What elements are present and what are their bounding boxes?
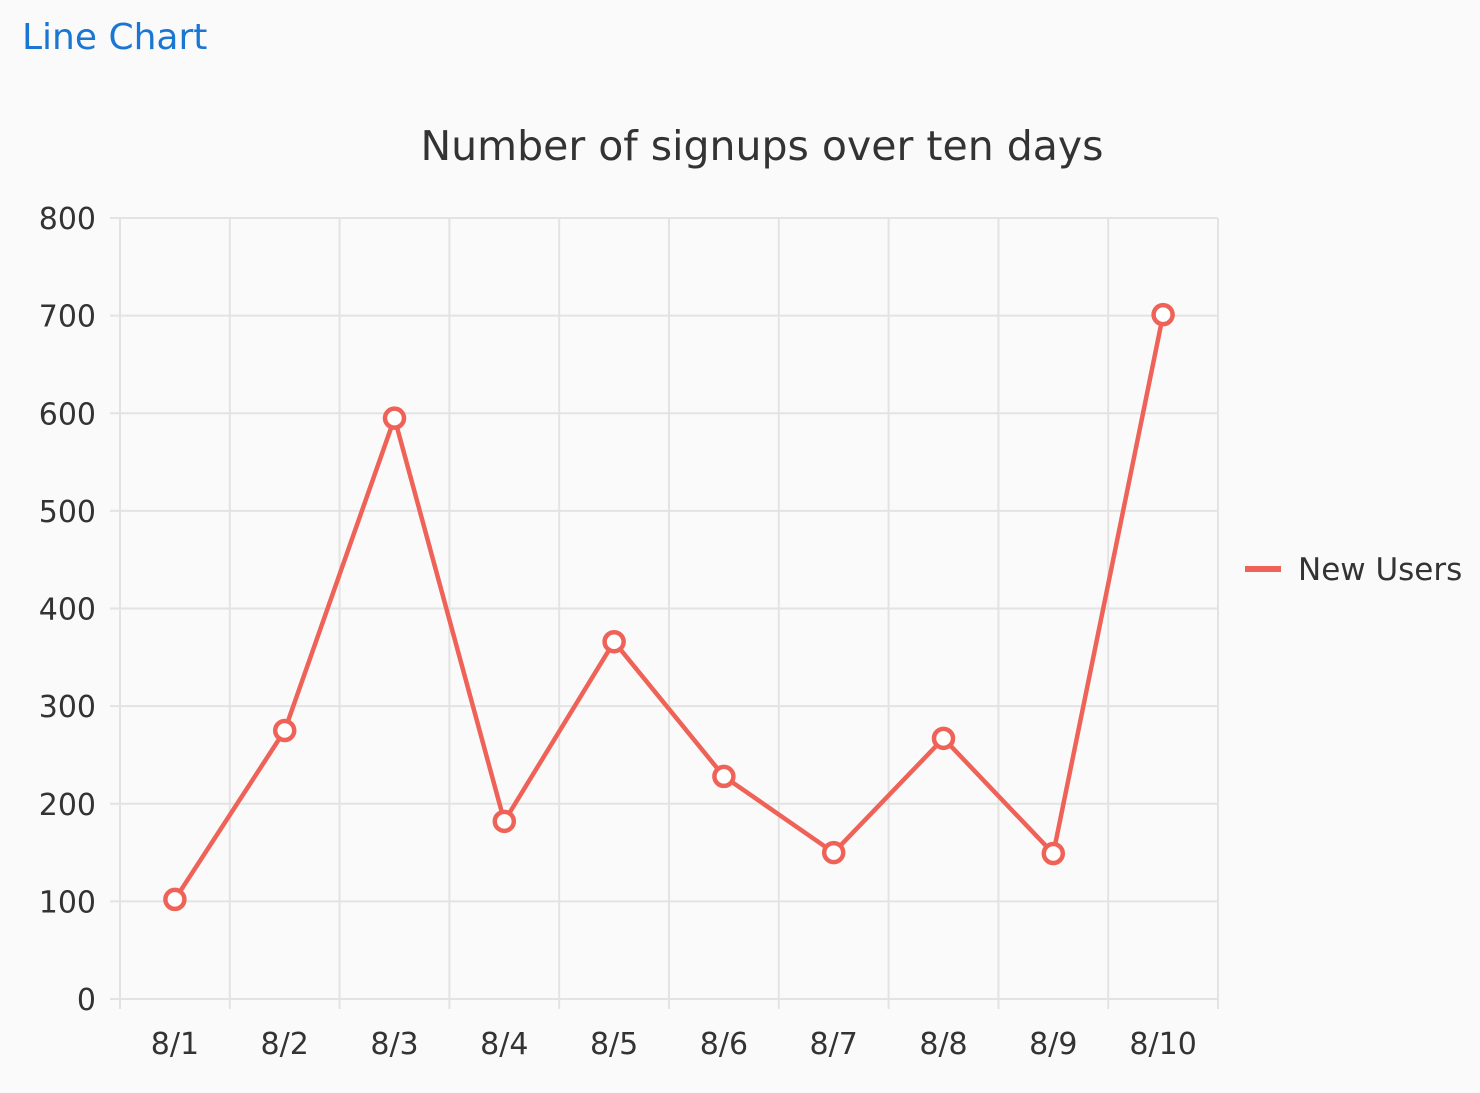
x-tick-label: 8/1 (151, 1027, 199, 1062)
x-tick-label: 8/10 (1129, 1027, 1196, 1062)
x-tick-label: 8/7 (810, 1027, 858, 1062)
data-point[interactable] (1151, 302, 1175, 327)
x-tick-label: 8/5 (590, 1027, 638, 1062)
data-point[interactable] (602, 629, 626, 654)
x-tick-label: 8/2 (261, 1027, 309, 1062)
x-tick-label: 8/3 (370, 1027, 418, 1062)
y-tick-label: 0 (77, 983, 96, 1018)
page-heading: Line Chart (22, 17, 208, 58)
grid (110, 217, 1219, 1009)
chart-title: Number of signups over ten days (420, 122, 1103, 170)
data-point[interactable] (163, 887, 187, 912)
data-point[interactable] (492, 809, 517, 834)
series-layer (163, 302, 1175, 912)
x-tick-label: 8/9 (1029, 1027, 1077, 1062)
legend: New Users (1245, 552, 1462, 588)
y-tick-label: 700 (39, 300, 96, 335)
series-line-new-users (173, 314, 1166, 901)
data-point[interactable] (1041, 841, 1066, 866)
y-tick-label: 600 (39, 397, 96, 432)
y-tick-label: 300 (39, 690, 96, 725)
data-point[interactable] (931, 726, 956, 751)
x-tick-label: 8/8 (919, 1027, 967, 1062)
data-point[interactable] (712, 764, 736, 789)
legend-label: New Users (1298, 552, 1462, 588)
data-point[interactable] (382, 406, 407, 430)
y-tick-label: 100 (39, 885, 96, 920)
data-point[interactable] (821, 840, 846, 865)
y-tick-label: 800 (39, 202, 96, 237)
data-point[interactable] (272, 718, 297, 743)
x-tick-label: 8/4 (480, 1027, 528, 1062)
x-tick-label: 8/6 (700, 1027, 748, 1062)
axes: 0 100 200 300 400 500 600 700 800 8/1 8/2 8/3 8/4 8/5… (39, 202, 1197, 1062)
y-tick-label: 500 (39, 495, 96, 530)
y-tick-label: 400 (39, 593, 96, 628)
y-tick-label: 200 (39, 788, 96, 823)
